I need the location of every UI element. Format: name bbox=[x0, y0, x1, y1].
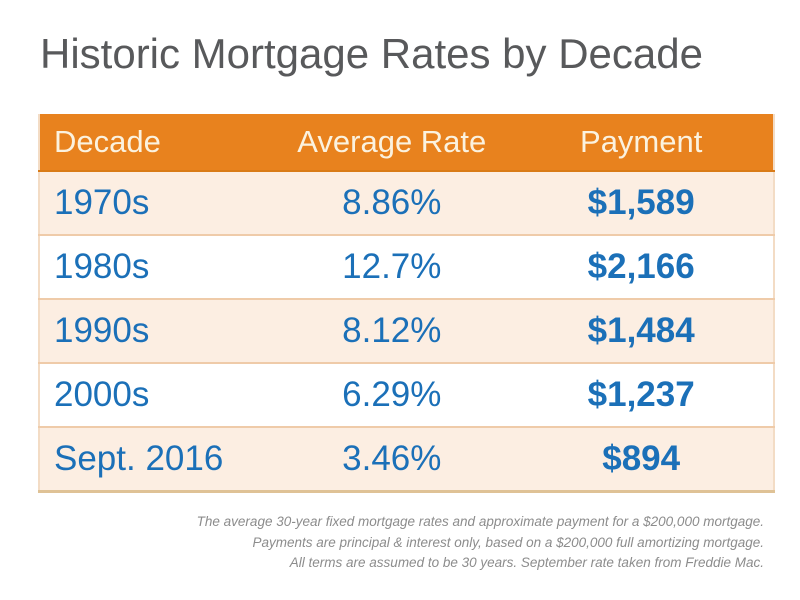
decade-cell: 2000s bbox=[39, 363, 275, 428]
footnote-line: All terms are assumed to be 30 years. Se… bbox=[289, 555, 764, 570]
column-header-payment: Payment bbox=[509, 114, 774, 172]
rate-cell: 8.12% bbox=[274, 299, 510, 364]
mortgage-rates-table-container: Decade Average Rate Payment 1970s 8.86% … bbox=[38, 114, 775, 493]
column-header-average-rate: Average Rate bbox=[274, 114, 510, 172]
payment-cell: $894 bbox=[509, 427, 774, 492]
payment-cell: $1,237 bbox=[509, 363, 774, 428]
table-row: Sept. 2016 3.46% $894 bbox=[39, 427, 774, 492]
decade-cell: 1970s bbox=[39, 171, 275, 236]
decade-cell: Sept. 2016 bbox=[39, 427, 275, 492]
table-row: 1980s 12.7% $2,166 bbox=[39, 235, 774, 300]
rate-cell: 12.7% bbox=[274, 235, 510, 300]
rate-cell: 8.86% bbox=[274, 171, 510, 236]
column-header-decade: Decade bbox=[39, 114, 275, 172]
footnote: The average 30-year fixed mortgage rates… bbox=[164, 512, 764, 574]
rate-cell: 3.46% bbox=[274, 427, 510, 492]
table-header-row: Decade Average Rate Payment bbox=[39, 114, 774, 172]
page-title: Historic Mortgage Rates by Decade bbox=[40, 30, 703, 77]
footnote-line: The average 30-year fixed mortgage rates… bbox=[196, 514, 764, 529]
table-row: 1970s 8.86% $1,589 bbox=[39, 171, 774, 236]
payment-cell: $2,166 bbox=[509, 235, 774, 300]
footnote-line: Payments are principal & interest only, … bbox=[252, 534, 764, 550]
decade-cell: 1990s bbox=[39, 299, 275, 364]
decade-cell: 1980s bbox=[39, 235, 275, 300]
rate-cell: 6.29% bbox=[274, 363, 510, 428]
mortgage-rates-table: Decade Average Rate Payment 1970s 8.86% … bbox=[38, 114, 775, 493]
payment-cell: $1,484 bbox=[509, 299, 774, 364]
table-row: 2000s 6.29% $1,237 bbox=[39, 363, 774, 428]
table-row: 1990s 8.12% $1,484 bbox=[39, 299, 774, 364]
payment-cell: $1,589 bbox=[509, 171, 774, 236]
